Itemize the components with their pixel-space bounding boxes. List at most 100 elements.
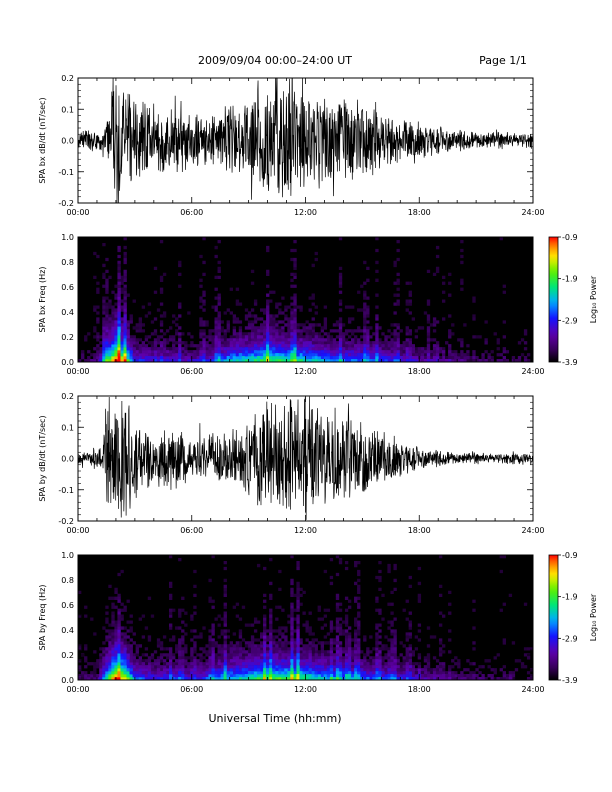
spectrogram-cells bbox=[269, 359, 273, 363]
spectrogram-cells bbox=[253, 674, 258, 678]
colorbar-tick-label: -3.9 bbox=[562, 676, 578, 685]
x-tick-label: 12:00 bbox=[294, 526, 317, 535]
y-tick-label: -0.1 bbox=[58, 486, 74, 495]
spectrogram-cells bbox=[278, 674, 282, 678]
spectrogram-cells bbox=[347, 677, 352, 681]
spectrogram-cells bbox=[123, 347, 127, 351]
spectrogram-cells bbox=[366, 356, 370, 360]
spectrogram-cells bbox=[266, 350, 270, 354]
x-tick-label: 24:00 bbox=[521, 685, 544, 694]
spectrogram-cells bbox=[357, 668, 361, 672]
spectrogram-cells bbox=[223, 344, 349, 354]
y-axis-label: SPA bx Freq (Hz) bbox=[38, 267, 47, 333]
spectrogram-cells bbox=[123, 653, 127, 657]
spectrogram-cells bbox=[293, 350, 297, 354]
spectrogram-cells bbox=[256, 356, 279, 360]
spectrogram-cells bbox=[141, 674, 146, 678]
spectrogram-cells bbox=[229, 356, 233, 360]
spectrogram-cells bbox=[275, 674, 279, 678]
spectrogram-cells bbox=[275, 671, 279, 675]
spectrogram-cells bbox=[105, 269, 391, 345]
spectrogram-cells bbox=[120, 341, 124, 345]
spectrogram-cells bbox=[117, 320, 121, 324]
spectrogram-cells bbox=[159, 671, 164, 675]
spectrogram-cells bbox=[217, 668, 221, 672]
y-tick-label: 0.1 bbox=[61, 423, 74, 432]
x-tick-label: 18:00 bbox=[408, 367, 431, 376]
spectrogram-cells bbox=[290, 359, 294, 363]
spectrogram-cells bbox=[193, 674, 197, 678]
spectrogram-cells bbox=[269, 341, 273, 345]
spectrogram-cells bbox=[78, 560, 534, 675]
spectrogram-cells bbox=[272, 356, 276, 360]
spectrogram-cells bbox=[335, 674, 340, 678]
spectrogram-cells bbox=[375, 674, 379, 678]
spectrogram-cells bbox=[338, 674, 343, 678]
y-tick-label: 1.0 bbox=[61, 233, 74, 242]
y-tick-label: 0.6 bbox=[61, 283, 74, 292]
spectrogram-cells bbox=[123, 656, 388, 678]
spectrogram-cells bbox=[178, 677, 182, 681]
y-tick-label: 0.6 bbox=[61, 601, 74, 610]
spectrogram-cells bbox=[223, 347, 376, 357]
spectrogram-cells bbox=[281, 344, 291, 348]
spectrogram-cells bbox=[287, 671, 291, 675]
spectrogram-cells bbox=[296, 353, 324, 360]
spectrogram-cells bbox=[126, 350, 130, 354]
spectrogram-cells bbox=[114, 674, 118, 678]
spectrogram-cells bbox=[250, 671, 255, 675]
spectrogram-cells bbox=[305, 623, 309, 627]
spectrogram-cells bbox=[426, 359, 431, 363]
spectrogram-cells bbox=[308, 662, 312, 666]
spectrogram-cells bbox=[323, 671, 328, 675]
spectrogram-cells bbox=[266, 653, 270, 657]
x-tick-label: 00:00 bbox=[66, 367, 89, 376]
spectrogram-cells bbox=[223, 653, 227, 657]
spectrogram-cells bbox=[332, 359, 337, 363]
spectrogram-cells bbox=[123, 338, 127, 342]
spectrogram-cells bbox=[351, 359, 355, 363]
x-tick-label: 06:00 bbox=[180, 526, 203, 535]
spectrogram-cells bbox=[302, 668, 306, 672]
spectrogram-cells bbox=[108, 662, 112, 666]
x-tick-label: 12:00 bbox=[294, 685, 317, 694]
spectrogram-cells bbox=[260, 356, 264, 360]
panels: 00:00 06:00 12:00 18:00 24:00 -0.2 -0.1 0.0 0.1 0… bbox=[38, 74, 598, 694]
spectrogram-cells bbox=[260, 674, 264, 678]
colorbar-label: Log₁₀ Power bbox=[589, 593, 598, 641]
colorbar-tick-label: -0.9 bbox=[562, 551, 578, 560]
spectrogram-cells bbox=[120, 665, 124, 669]
spectrogram-cells bbox=[338, 359, 343, 363]
spectrogram-cells bbox=[105, 677, 109, 681]
spectrogram-cells bbox=[187, 353, 191, 357]
bx-timeseries-panel: 00:00 06:00 12:00 18:00 24:00 -0.2 -0.1 0.0 0.1 0… bbox=[38, 74, 545, 217]
spectrogram-cells bbox=[332, 356, 337, 360]
spectrogram-cells bbox=[314, 671, 318, 675]
spectrogram-cells bbox=[78, 602, 528, 681]
y-tick-label: 0.2 bbox=[61, 333, 74, 342]
spectrogram-cells bbox=[384, 356, 388, 360]
spectrogram-cells bbox=[117, 662, 121, 666]
spectrogram-cells bbox=[290, 671, 294, 675]
spectrogram-cells bbox=[290, 344, 294, 348]
spectrogram-cells bbox=[502, 555, 506, 559]
spectrogram-cells bbox=[266, 356, 270, 360]
spectrogram-cells bbox=[305, 341, 309, 345]
spectrogram-cells bbox=[266, 353, 270, 357]
spectrogram-cells bbox=[181, 359, 185, 363]
spectrogram-cells bbox=[396, 677, 400, 681]
x-axis-title: Universal Time (hh:mm) bbox=[209, 712, 342, 725]
spectrogram-cells bbox=[329, 359, 334, 363]
spectrogram-cells bbox=[320, 359, 324, 363]
spectrogram-cells bbox=[96, 248, 473, 360]
spectrogram-cells bbox=[272, 659, 276, 663]
spectrogram-cells bbox=[217, 359, 221, 363]
spectrogram-cells bbox=[266, 332, 270, 336]
spectrogram-cells bbox=[317, 656, 340, 672]
spectrogram-cells bbox=[378, 677, 382, 681]
spectrogram-cells bbox=[290, 332, 294, 336]
spectrogram-cells bbox=[344, 674, 349, 678]
spectrogram-cells bbox=[108, 359, 112, 363]
spectrogram-cells bbox=[281, 326, 397, 348]
